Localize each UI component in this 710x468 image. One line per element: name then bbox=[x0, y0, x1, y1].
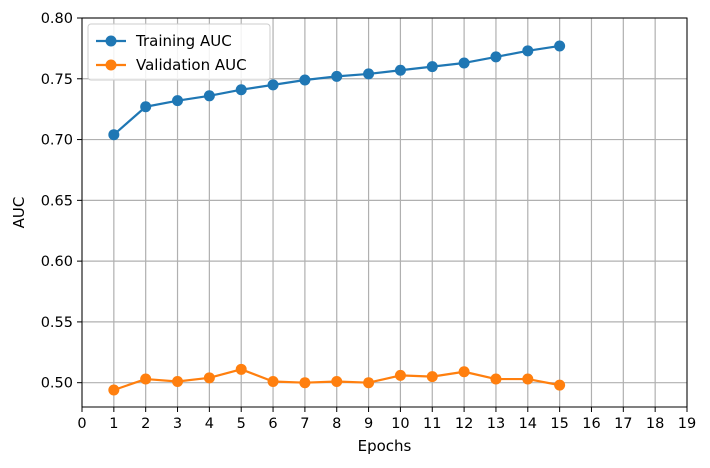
data-point bbox=[458, 366, 470, 378]
x-tick-label: 11 bbox=[423, 416, 441, 432]
x-tick-label: 4 bbox=[205, 416, 214, 432]
data-point bbox=[331, 375, 343, 387]
data-point bbox=[426, 61, 438, 73]
data-point bbox=[363, 377, 375, 389]
x-tick-label: 9 bbox=[364, 416, 373, 432]
data-point bbox=[426, 371, 438, 383]
x-tick-label: 5 bbox=[237, 416, 246, 432]
grid-lines bbox=[81, 17, 688, 407]
data-point bbox=[203, 372, 215, 384]
plot-frame bbox=[81, 17, 688, 408]
data-point bbox=[490, 51, 502, 63]
x-tick-label: 19 bbox=[678, 416, 696, 432]
data-point bbox=[140, 373, 152, 385]
series-validation-auc bbox=[108, 363, 566, 396]
data-point bbox=[331, 70, 343, 82]
data-point bbox=[490, 373, 502, 385]
data-point bbox=[172, 95, 184, 107]
data-point bbox=[299, 377, 311, 389]
y-tick-label: 0.50 bbox=[41, 376, 73, 392]
x-tick-label: 13 bbox=[487, 416, 505, 432]
data-point bbox=[554, 379, 566, 391]
data-point bbox=[554, 40, 566, 52]
data-point bbox=[299, 74, 311, 86]
x-axis-label: Epochs bbox=[358, 437, 412, 455]
data-point bbox=[394, 369, 406, 381]
legend-label: Training AUC bbox=[135, 32, 232, 50]
legend-box bbox=[87, 23, 271, 81]
x-tick-label: 10 bbox=[391, 416, 409, 432]
data-point bbox=[108, 384, 120, 396]
x-tick-label: 7 bbox=[300, 416, 309, 432]
data-point bbox=[203, 90, 215, 102]
x-tick-label: 1 bbox=[109, 416, 118, 432]
x-tick-label: 12 bbox=[455, 416, 473, 432]
y-tick-label: 0.60 bbox=[41, 254, 73, 270]
data-point bbox=[363, 68, 375, 80]
y-tick-label: 0.55 bbox=[41, 315, 73, 331]
data-point bbox=[522, 45, 534, 57]
data-point bbox=[522, 373, 534, 385]
x-tick-label: 8 bbox=[332, 416, 341, 432]
y-axis-ticks: 0.50 0.55 0.60 0.65 0.70 0.75 0.80 bbox=[41, 11, 82, 392]
y-tick-label: 0.70 bbox=[41, 133, 73, 149]
y-axis-label: AUC bbox=[10, 197, 28, 229]
x-axis-ticks: 0 1 2 3 4 5 6 7 8 9 10 11 12 13 14 15 16 17 18 19 bbox=[77, 407, 696, 432]
series-layer bbox=[108, 40, 566, 396]
data-point bbox=[267, 79, 279, 91]
data-point bbox=[235, 363, 247, 375]
x-tick-label: 18 bbox=[646, 416, 664, 432]
data-point bbox=[108, 129, 120, 141]
legend-marker bbox=[105, 59, 117, 71]
x-tick-label: 2 bbox=[141, 416, 150, 432]
x-tick-label: 17 bbox=[614, 416, 632, 432]
x-tick-label: 6 bbox=[268, 416, 277, 432]
data-point bbox=[458, 57, 470, 69]
legend: Training AUC Validation AUC bbox=[87, 23, 271, 81]
x-tick-label: 15 bbox=[550, 416, 568, 432]
x-tick-label: 3 bbox=[173, 416, 182, 432]
x-tick-label: 16 bbox=[582, 416, 600, 432]
data-point bbox=[172, 375, 184, 387]
y-tick-label: 0.80 bbox=[41, 11, 73, 27]
data-point bbox=[140, 101, 152, 113]
series-training-auc bbox=[108, 40, 566, 141]
legend-label: Validation AUC bbox=[136, 56, 247, 74]
x-tick-label: 0 bbox=[77, 416, 86, 432]
data-point bbox=[394, 64, 406, 76]
y-tick-label: 0.75 bbox=[41, 72, 73, 88]
data-point bbox=[267, 375, 279, 387]
legend-marker bbox=[105, 35, 117, 47]
y-tick-label: 0.65 bbox=[41, 193, 73, 209]
x-tick-label: 14 bbox=[519, 416, 537, 432]
data-point bbox=[235, 84, 247, 96]
